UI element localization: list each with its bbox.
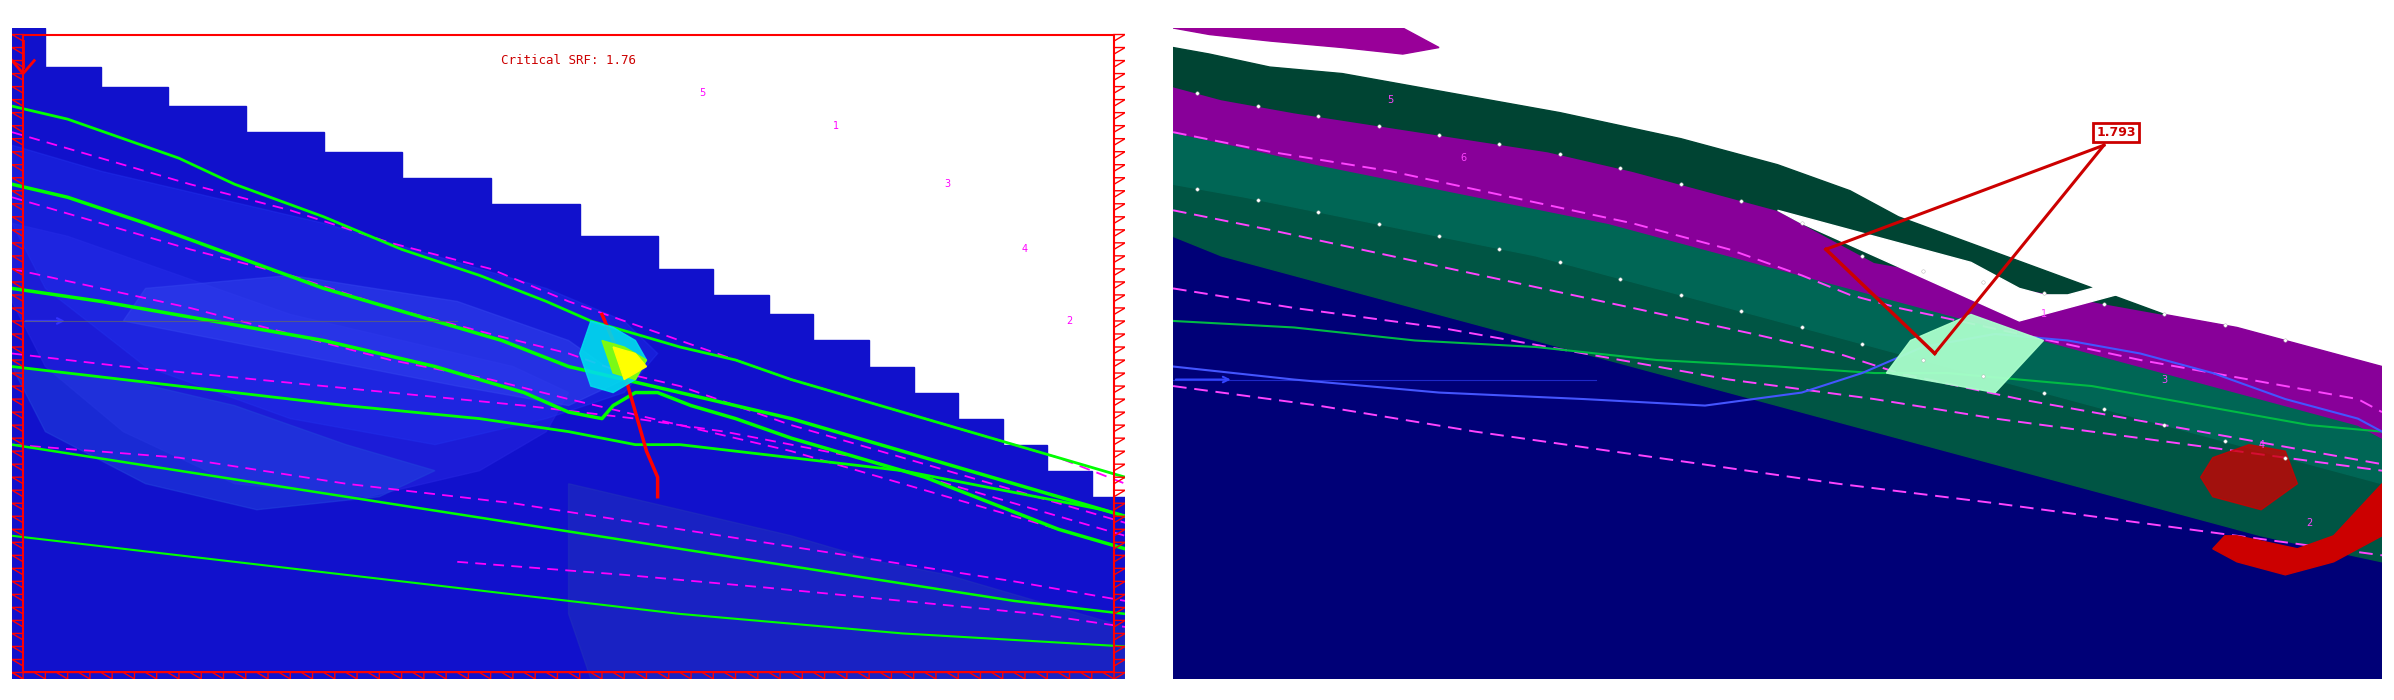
Text: 4: 4 (2258, 440, 2265, 449)
Polygon shape (12, 367, 436, 510)
Text: 2: 2 (1065, 316, 1073, 326)
Text: 1: 1 (833, 120, 838, 131)
Polygon shape (570, 484, 1125, 679)
Text: Critical SRF: 1.76: Critical SRF: 1.76 (500, 54, 637, 67)
Text: 3: 3 (943, 179, 950, 189)
Polygon shape (1173, 48, 2164, 314)
Text: 1.793: 1.793 (2097, 126, 2135, 139)
Polygon shape (12, 28, 1125, 679)
Text: 1: 1 (2040, 309, 2047, 319)
Polygon shape (2200, 444, 2298, 510)
Text: 6: 6 (1460, 153, 1465, 163)
Polygon shape (601, 340, 646, 379)
Polygon shape (124, 275, 625, 405)
Polygon shape (12, 223, 570, 497)
Text: 5: 5 (699, 88, 706, 98)
Polygon shape (613, 347, 646, 379)
Polygon shape (1173, 184, 2382, 562)
Polygon shape (1173, 237, 2382, 679)
Text: 5: 5 (1389, 94, 1393, 104)
Text: 4: 4 (1022, 244, 1027, 254)
Polygon shape (1173, 87, 2382, 438)
Polygon shape (579, 321, 646, 393)
Polygon shape (2212, 484, 2382, 575)
Polygon shape (1173, 28, 1439, 54)
Polygon shape (1776, 28, 2382, 321)
Polygon shape (12, 145, 658, 444)
Text: 3: 3 (2162, 374, 2167, 384)
Text: 2: 2 (2305, 518, 2313, 528)
Polygon shape (1886, 314, 2044, 393)
Polygon shape (1173, 132, 2382, 484)
